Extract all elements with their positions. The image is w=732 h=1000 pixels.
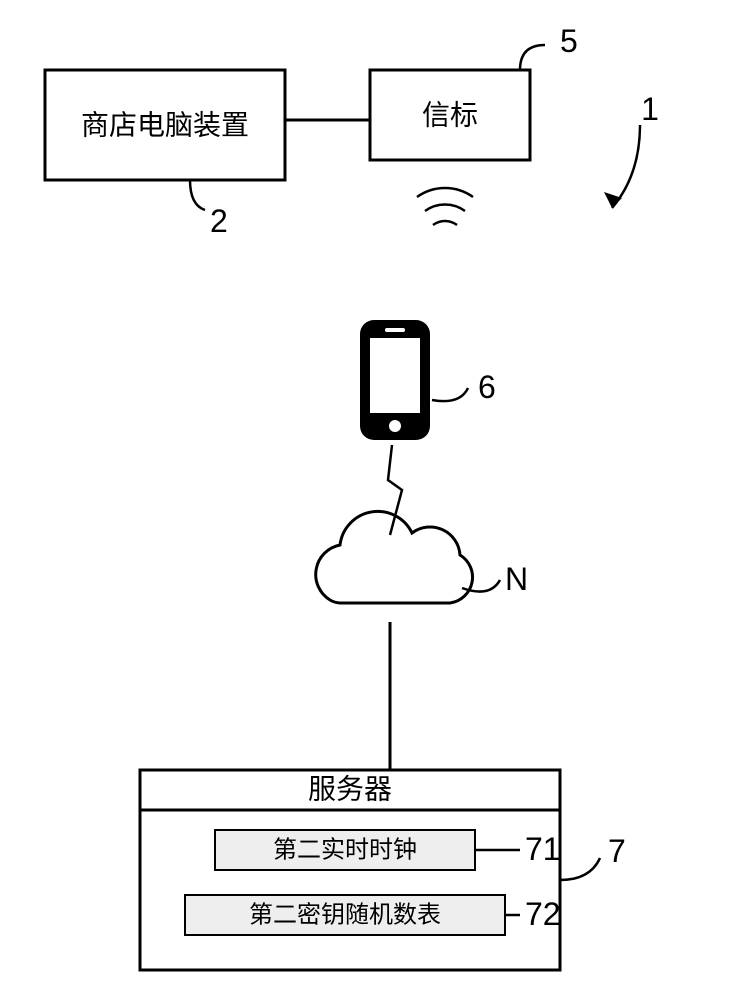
callout-2: 2 [190, 180, 228, 239]
server-rtc-label: 第二实时时钟 [273, 837, 417, 864]
svg-text:71: 71 [525, 831, 561, 867]
svg-text:1: 1 [641, 91, 659, 127]
callout-7: 7 [560, 833, 626, 880]
wifi-icon [417, 188, 473, 225]
svg-text:N: N [505, 561, 528, 597]
server-keys-label: 第二密钥随机数表 [249, 902, 441, 929]
svg-text:2: 2 [210, 203, 228, 239]
svg-text:7: 7 [608, 833, 626, 869]
svg-text:6: 6 [478, 369, 496, 405]
cloud-icon [316, 511, 473, 603]
server-box: 服务器 第二实时时钟 第二密钥随机数表 [140, 770, 560, 970]
callout-6: 6 [432, 369, 496, 405]
svg-text:72: 72 [525, 896, 561, 932]
callout-1: 1 [604, 91, 659, 208]
store-pc-box: 商店电脑装置 [45, 70, 285, 180]
svg-text:5: 5 [560, 23, 578, 59]
callout-5: 5 [520, 23, 578, 70]
beacon-label: 信标 [422, 99, 478, 131]
beacon-box: 信标 [370, 70, 530, 160]
diagram-canvas: 商店电脑装置 信标 服务器 第二实时时钟 第二密钥随机数表 [0, 0, 732, 1000]
phone-icon [360, 320, 430, 440]
store-pc-label: 商店电脑装置 [81, 109, 249, 141]
lightning-icon [388, 445, 402, 535]
server-title: 服务器 [308, 773, 392, 805]
